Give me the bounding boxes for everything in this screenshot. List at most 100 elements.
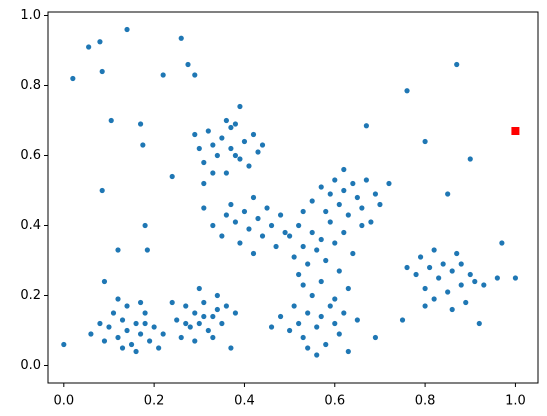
point [300,334,306,341]
point [512,275,519,281]
point [404,264,410,271]
point [323,257,329,264]
x-tick-label: 0.2 [144,394,165,409]
point [268,222,275,229]
x-tick-label: 0.0 [53,394,74,409]
plot-frame [47,11,539,384]
point [368,219,374,225]
point [287,233,293,239]
point [214,306,220,313]
point [156,345,162,351]
point [296,320,302,327]
point [192,338,198,344]
point [196,285,202,292]
point [196,145,202,152]
point [201,313,207,320]
point [237,156,243,162]
point [124,303,130,309]
point [296,222,302,229]
point [305,310,311,316]
point [350,180,356,187]
point [241,138,248,145]
point [354,317,360,323]
point [110,310,117,316]
point [422,303,428,309]
point [463,299,469,306]
point [223,170,229,176]
point [273,243,279,250]
x-tick-label: 0.6 [324,394,345,409]
point [323,341,329,348]
point [169,173,175,180]
point [467,156,473,162]
point [305,261,311,267]
point [282,229,288,236]
point [133,348,139,355]
point [268,324,275,330]
point [467,271,473,278]
point [232,121,239,127]
point [133,320,139,327]
point [219,135,225,141]
point [445,289,451,295]
point [499,240,505,246]
point [101,338,108,344]
point [232,310,239,316]
point [332,320,338,327]
point [61,341,67,348]
y-tick-label: 1.0 [20,8,41,23]
point [205,128,211,134]
x-tick-label: 1.0 [505,394,526,409]
point [210,222,216,229]
point [327,191,333,197]
point [336,201,342,208]
y-tick-label: 0.6 [20,148,41,163]
point [147,338,153,344]
point [296,271,302,278]
point [201,205,207,211]
point [458,282,464,288]
point [372,191,379,197]
y-tick-label: 0.8 [20,78,41,93]
point [314,352,320,358]
point [160,331,166,337]
point [86,44,92,50]
point [192,131,198,138]
point [201,299,207,306]
point [359,205,365,211]
point [97,39,103,45]
point [70,75,76,82]
point [151,324,157,330]
point [142,310,148,316]
y-tick-label: 0.0 [20,358,41,373]
point [327,219,333,225]
point [481,282,487,288]
point [228,345,234,351]
point [277,313,284,320]
point [399,317,406,323]
point [449,306,455,313]
point [99,187,105,194]
point [223,303,229,309]
point [201,159,207,166]
point [214,292,220,299]
point [205,327,211,334]
point [128,341,135,348]
point [354,194,360,201]
point [232,152,239,159]
point [232,219,239,225]
point [332,177,338,183]
point [345,212,351,218]
point [237,103,243,110]
point [318,184,324,190]
point [223,212,229,218]
point [287,327,293,334]
point [115,296,121,302]
point [413,271,419,278]
point [350,250,356,257]
point [183,303,189,309]
point [228,145,234,152]
point [363,123,369,129]
